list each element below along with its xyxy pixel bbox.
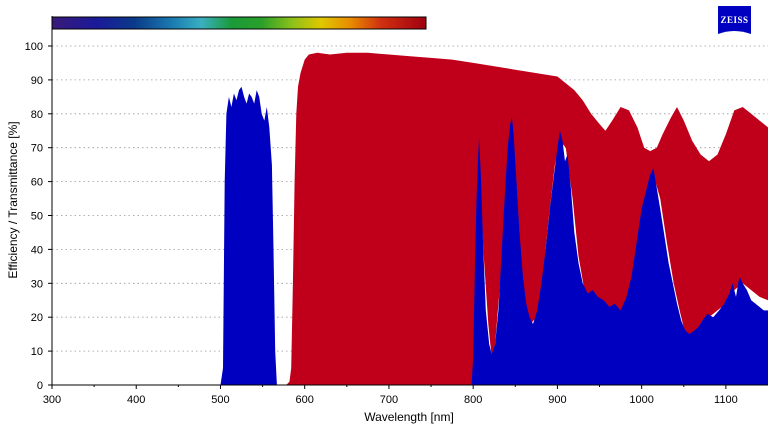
x-tick-label: 700 [380,394,398,406]
x-tick-label: 300 [43,394,61,406]
y-tick-label: 0 [37,380,43,392]
x-tick-label: 1000 [629,394,653,406]
x-tick-label: 600 [296,394,314,406]
zeiss-logo: ZEISS [718,6,751,40]
y-tick-label: 70 [31,143,43,155]
zeiss-logo-text: ZEISS [720,15,748,25]
y-tick-label: 100 [25,41,43,53]
series-area [220,52,768,386]
y-tick-label: 40 [31,244,43,256]
x-tick-label: 500 [211,394,229,406]
y-tick-label: 20 [31,312,43,324]
x-tick-label: 800 [464,394,482,406]
x-tick-label: 1100 [714,394,738,406]
efficiency-series [220,86,768,385]
x-tick-label: 400 [127,394,145,406]
axes: 0 10 20 30 40 50 60 70 80 90 100 300 400 500 600 700 800… [25,16,768,406]
y-tick-label: 30 [31,278,43,290]
y-axis-title: Efficiency / Transmittance [%] [6,121,20,278]
y-tick-label: 50 [31,211,43,223]
x-axis-title: Wavelength [nm] [364,410,454,424]
y-tick-label: 60 [31,177,43,189]
y-tick-label: 10 [31,346,43,358]
x-tick-label: 900 [548,394,566,406]
spectrum-bar [51,16,427,30]
y-tick-label: 80 [31,109,43,121]
transmittance-series [286,52,768,386]
y-tick-label: 90 [31,75,43,87]
